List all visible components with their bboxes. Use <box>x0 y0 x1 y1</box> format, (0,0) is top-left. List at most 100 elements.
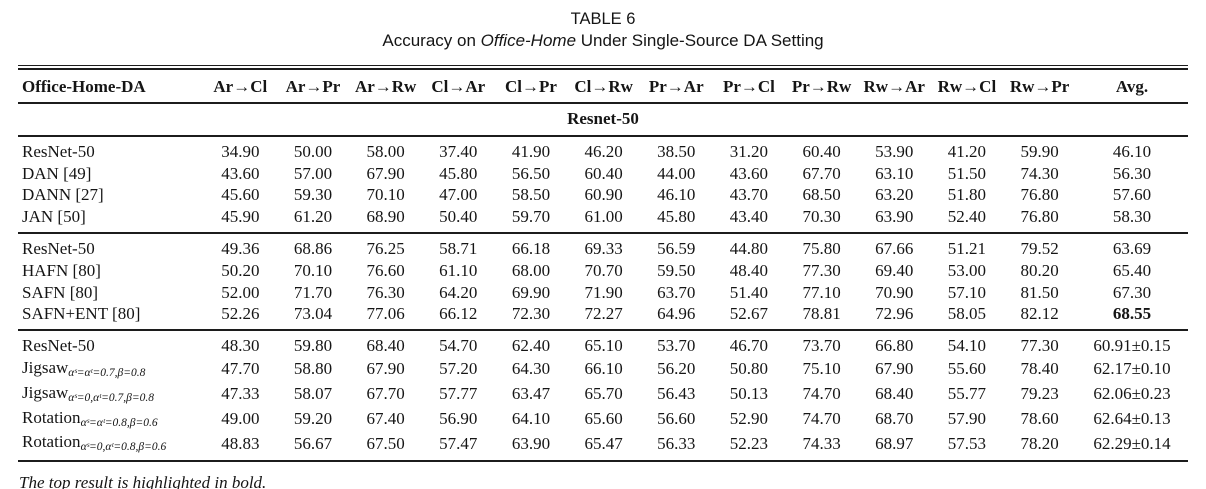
table-caption: TABLE 6 Accuracy on Office-Home Under Si… <box>0 0 1206 51</box>
table-cell: 78.81 <box>802 304 841 324</box>
table-cell: 65.60 <box>584 409 623 429</box>
table-cell: 52.67 <box>729 304 769 324</box>
method-subscript: αˢ=αᵗ=0.7,β=0.8 <box>68 366 146 379</box>
table-row: Jigsawαˢ=αᵗ=0.7,β=0.8 47.70 58.80 67.90 57.2… <box>18 357 1188 382</box>
table-top-rule <box>18 65 1188 70</box>
table-cell: 76.30 <box>366 282 405 302</box>
method-name: SAFN+ENT [80] <box>22 304 141 324</box>
table-cell: 63.47 <box>511 384 551 404</box>
column-header: Avg. <box>1076 70 1188 104</box>
table-cell: 68.70 <box>875 409 914 429</box>
table-cell: 56.59 <box>657 238 696 258</box>
table-cell: 45.90 <box>221 207 260 227</box>
table-cell: 56.60 <box>657 409 696 429</box>
table-cell: 67.90 <box>366 163 405 183</box>
column-header: Cl→Rw <box>567 70 640 104</box>
table-cell: 52.90 <box>729 409 769 429</box>
method-name: Jigsaw <box>22 382 69 402</box>
table-cell: 43.40 <box>729 207 769 227</box>
table-cell: 51.40 <box>729 282 769 302</box>
table-cell: 70.90 <box>875 282 914 302</box>
table-cell: 76.80 <box>1020 207 1059 227</box>
table-cell: 63.20 <box>875 185 914 205</box>
table-body: Resnet-50 ResNet-50 34.90 50.00 58.00 37.40 41… <box>18 103 1188 461</box>
table-cell: 70.10 <box>293 260 333 280</box>
table-cell: 67.70 <box>802 163 841 183</box>
row-label: SAFN+ENT [80] <box>18 303 204 330</box>
table-cell: 46.20 <box>584 141 623 161</box>
table-cell: 57.10 <box>947 282 987 302</box>
table-cell: 75.10 <box>802 359 841 379</box>
caption-subtitle: Accuracy on Office-Home Under Single-Sou… <box>0 30 1206 51</box>
table-cell: 63.69 <box>1112 238 1152 258</box>
table-cell: 59.80 <box>293 336 333 356</box>
table-cell: 67.90 <box>875 359 914 379</box>
table-cell: 56.30 <box>1112 163 1152 183</box>
table-cell: 57.47 <box>439 433 478 453</box>
table-cell: 78.40 <box>1020 359 1059 379</box>
method-name: Rotation <box>22 432 81 452</box>
table-cell: 70.30 <box>802 207 841 227</box>
table-cell: 67.70 <box>366 384 405 404</box>
table-cell: 61.10 <box>439 260 478 280</box>
table-cell: 73.04 <box>293 304 333 324</box>
table-cell: 60.90 <box>584 185 623 205</box>
table-cell: 50.00 <box>293 141 333 161</box>
table-cell: 59.70 <box>511 207 551 227</box>
table-cell: 67.50 <box>366 433 405 453</box>
caption-subtitle-suffix: Under Single-Source DA Setting <box>576 31 824 50</box>
table-cell: 82.12 <box>1020 304 1059 324</box>
column-header: Pr→Rw <box>785 70 858 104</box>
results-table-wrapper: Office-Home-DA Ar→Cl Ar→Pr Ar→Rw Cl→Ar Cl→Pr C… <box>18 65 1188 463</box>
column-header: Rw→Pr <box>1003 70 1076 104</box>
table-cell: 65.70 <box>584 384 623 404</box>
column-header: Ar→Pr <box>276 70 350 104</box>
table-cell: 44.00 <box>657 163 696 183</box>
table-cell: 48.40 <box>729 260 769 280</box>
table-cell: 72.30 <box>511 304 551 324</box>
table-cell: 57.00 <box>293 163 333 183</box>
row-label: ResNet-50 <box>18 234 204 260</box>
table-cell: 60.40 <box>802 141 841 161</box>
table-cell: 68.00 <box>511 260 551 280</box>
table-cell: 64.20 <box>439 282 478 302</box>
table-cell: 51.21 <box>947 238 987 258</box>
row-label: SAFN [80] <box>18 282 204 304</box>
table-cell: 45.60 <box>221 185 260 205</box>
table-cell: 60.40 <box>584 163 623 183</box>
table-cell: 68.86 <box>293 238 333 258</box>
table-cell: 47.33 <box>221 384 260 404</box>
section-header-row: Resnet-50 <box>18 103 1188 137</box>
caption-title: TABLE 6 <box>570 10 636 28</box>
row-label: Jigsawαˢ=αᵗ=0.7,β=0.8 <box>18 357 204 382</box>
table-row: HAFN [80] 50.20 70.10 76.60 61.10 68.00 70.70 5… <box>18 260 1188 282</box>
table-cell: 63.90 <box>875 207 914 227</box>
row-label: JAN [50] <box>18 206 204 233</box>
table-cell: 50.13 <box>729 384 769 404</box>
table-cell: 34.90 <box>221 141 260 161</box>
table-cell: 48.83 <box>221 433 260 453</box>
table-cell: 67.66 <box>875 238 914 258</box>
method-name: ResNet-50 <box>22 336 95 356</box>
table-cell: 56.20 <box>657 359 696 379</box>
table-cell: 63.70 <box>657 282 696 302</box>
column-header-label: Office-Home-DA <box>18 70 204 104</box>
row-label: Rotationαˢ=0,αᵗ=0.8,β=0.6 <box>18 431 204 461</box>
method-name: ResNet-50 <box>22 238 95 258</box>
table-cell: 59.50 <box>657 260 696 280</box>
table-cell: 68.40 <box>875 384 914 404</box>
table-cell: 56.43 <box>657 384 696 404</box>
table-cell: 45.80 <box>439 163 478 183</box>
table-cell: 60.91±0.15 <box>1093 336 1171 356</box>
table-cell: 58.50 <box>511 185 551 205</box>
table-cell: 47.70 <box>221 359 260 379</box>
table-cell: 78.20 <box>1020 433 1059 453</box>
table-cell: 52.26 <box>221 304 260 324</box>
table-cell: 65.40 <box>1112 260 1152 280</box>
method-name: JAN [50] <box>22 207 86 227</box>
table-cell: 72.96 <box>875 304 914 324</box>
method-name: Rotation <box>22 407 81 427</box>
row-label: ResNet-50 <box>18 136 204 163</box>
table-row: SAFN [80] 52.00 71.70 76.30 64.20 69.90 71.90 6… <box>18 282 1188 304</box>
table-row: DANN [27] 45.60 59.30 70.10 47.00 58.50 60.90 4… <box>18 184 1188 206</box>
